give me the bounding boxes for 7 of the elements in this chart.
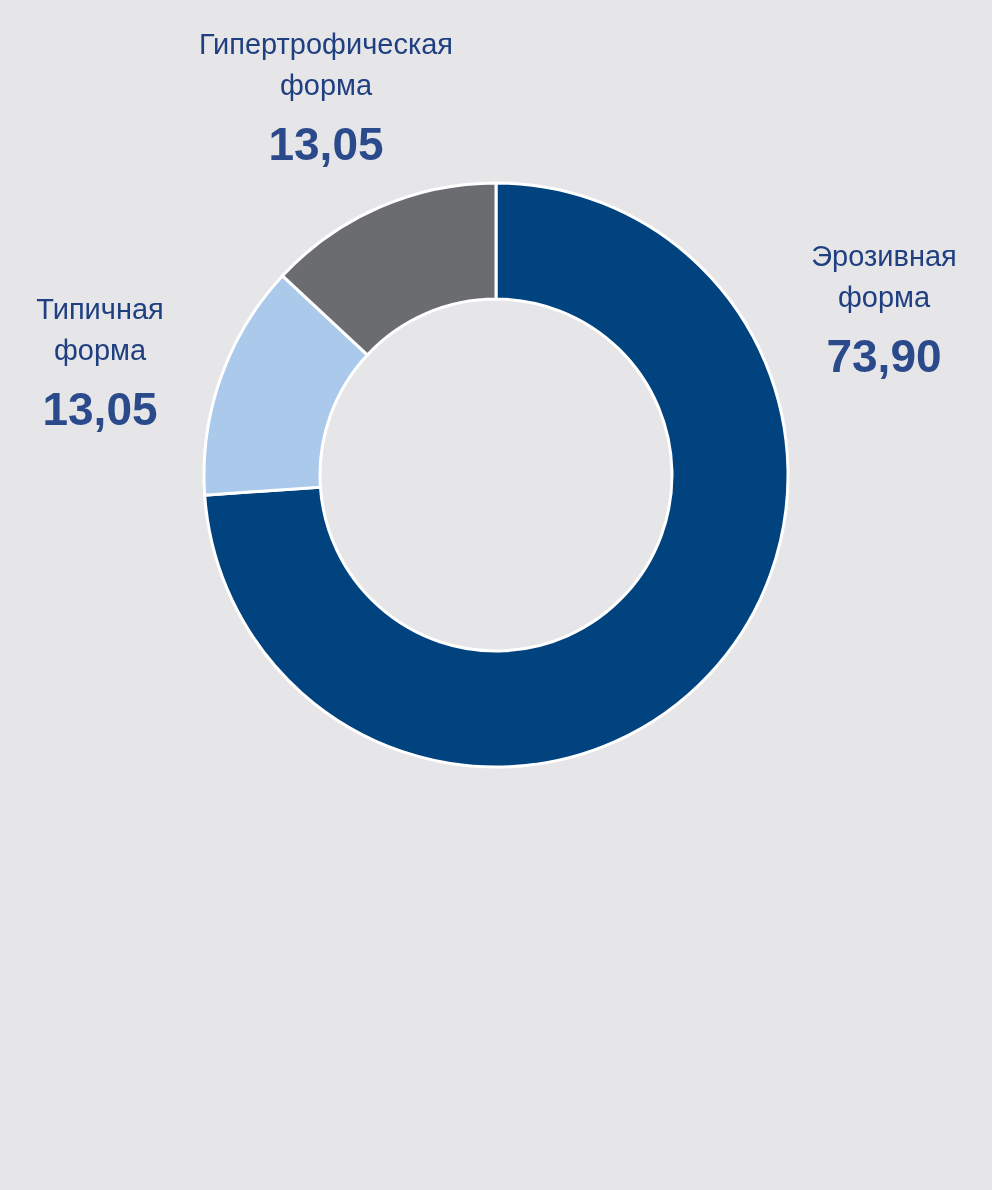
slice-label: Эрозивная форма: [811, 240, 957, 313]
data-label: 13,05: [42, 383, 158, 435]
data-label: 73,90: [826, 330, 942, 382]
data-label: 13,05: [268, 118, 384, 170]
slice-label: Типичная форма: [36, 293, 164, 366]
donut-slice: [203, 181, 790, 769]
slice-label: Гипертрофическая форма: [198, 28, 454, 101]
